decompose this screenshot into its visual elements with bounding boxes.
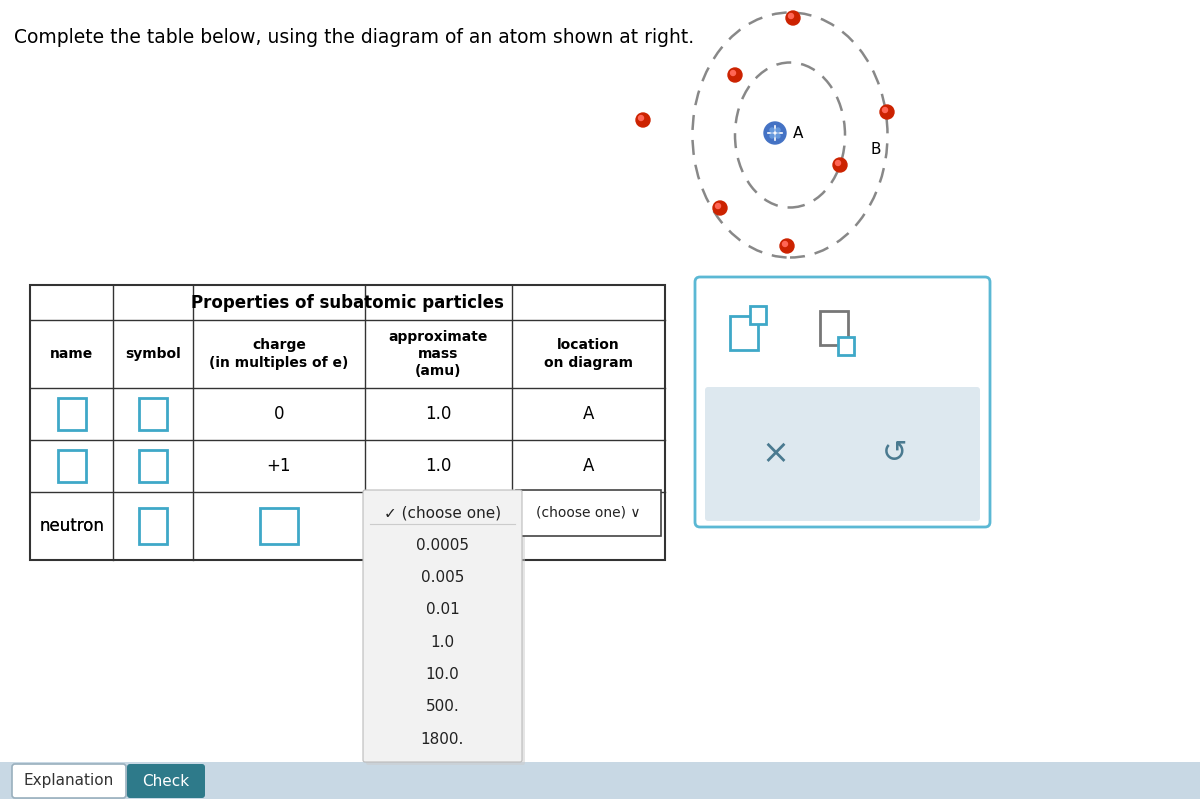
Circle shape: [715, 204, 720, 209]
Text: A: A: [793, 125, 803, 141]
FancyBboxPatch shape: [706, 387, 980, 521]
Text: symbol: symbol: [125, 347, 181, 361]
Text: neutron: neutron: [40, 517, 104, 535]
Circle shape: [882, 108, 888, 113]
Text: Explanation: Explanation: [24, 773, 114, 789]
Text: ×: ×: [761, 438, 790, 471]
Text: +1: +1: [266, 457, 292, 475]
Text: 1.0: 1.0: [431, 634, 455, 650]
Text: Check: Check: [143, 773, 190, 789]
Text: 500.: 500.: [426, 699, 460, 714]
Text: ↺: ↺: [882, 439, 907, 468]
Circle shape: [776, 128, 780, 132]
FancyBboxPatch shape: [260, 508, 298, 544]
FancyBboxPatch shape: [366, 493, 526, 765]
Circle shape: [770, 128, 774, 132]
Bar: [30, 285, 665, 560]
Text: (choose one) ∨: (choose one) ∨: [536, 506, 641, 520]
Circle shape: [835, 161, 840, 165]
Text: name: name: [50, 347, 94, 361]
FancyBboxPatch shape: [58, 398, 85, 430]
Text: A: A: [583, 457, 594, 475]
Text: B: B: [870, 142, 881, 157]
Text: 0.005: 0.005: [421, 570, 464, 585]
Circle shape: [636, 113, 650, 127]
Circle shape: [728, 68, 742, 82]
FancyBboxPatch shape: [750, 306, 766, 324]
FancyBboxPatch shape: [127, 764, 205, 798]
FancyBboxPatch shape: [820, 311, 848, 345]
FancyBboxPatch shape: [139, 398, 167, 430]
Text: location
on diagram: location on diagram: [544, 338, 634, 370]
FancyBboxPatch shape: [364, 490, 522, 762]
Circle shape: [731, 70, 736, 75]
Text: 1800.: 1800.: [421, 732, 464, 746]
FancyBboxPatch shape: [139, 450, 167, 482]
Circle shape: [788, 14, 793, 18]
FancyBboxPatch shape: [838, 337, 854, 355]
Text: 10.0: 10.0: [426, 667, 460, 682]
Text: Properties of subatomic particles: Properties of subatomic particles: [191, 293, 504, 312]
FancyBboxPatch shape: [58, 450, 85, 482]
FancyBboxPatch shape: [730, 316, 758, 350]
Text: approximate
mass
(amu): approximate mass (amu): [389, 330, 488, 378]
FancyBboxPatch shape: [516, 490, 661, 536]
Text: 1.0: 1.0: [425, 457, 451, 475]
Text: Complete the table below, using the diagram of an atom shown at right.: Complete the table below, using the diag…: [14, 28, 694, 47]
Circle shape: [780, 239, 794, 253]
Circle shape: [770, 134, 774, 138]
Text: ✓ (choose one): ✓ (choose one): [384, 506, 502, 520]
FancyBboxPatch shape: [12, 764, 126, 798]
Bar: [0, 762, 1200, 799]
FancyBboxPatch shape: [695, 277, 990, 527]
Circle shape: [880, 105, 894, 119]
Circle shape: [776, 134, 780, 138]
Circle shape: [764, 122, 786, 144]
Text: 0: 0: [274, 405, 284, 423]
Circle shape: [713, 201, 727, 215]
Circle shape: [833, 158, 847, 172]
Text: 0.0005: 0.0005: [416, 538, 469, 553]
Text: A: A: [583, 405, 594, 423]
Text: 1.0: 1.0: [425, 405, 451, 423]
Text: charge
(in multiples of e): charge (in multiples of e): [209, 338, 349, 370]
Circle shape: [782, 241, 787, 247]
Circle shape: [638, 116, 643, 121]
FancyBboxPatch shape: [139, 508, 167, 544]
Text: neutron: neutron: [40, 517, 104, 535]
Circle shape: [786, 11, 800, 25]
Text: 0.01: 0.01: [426, 602, 460, 618]
